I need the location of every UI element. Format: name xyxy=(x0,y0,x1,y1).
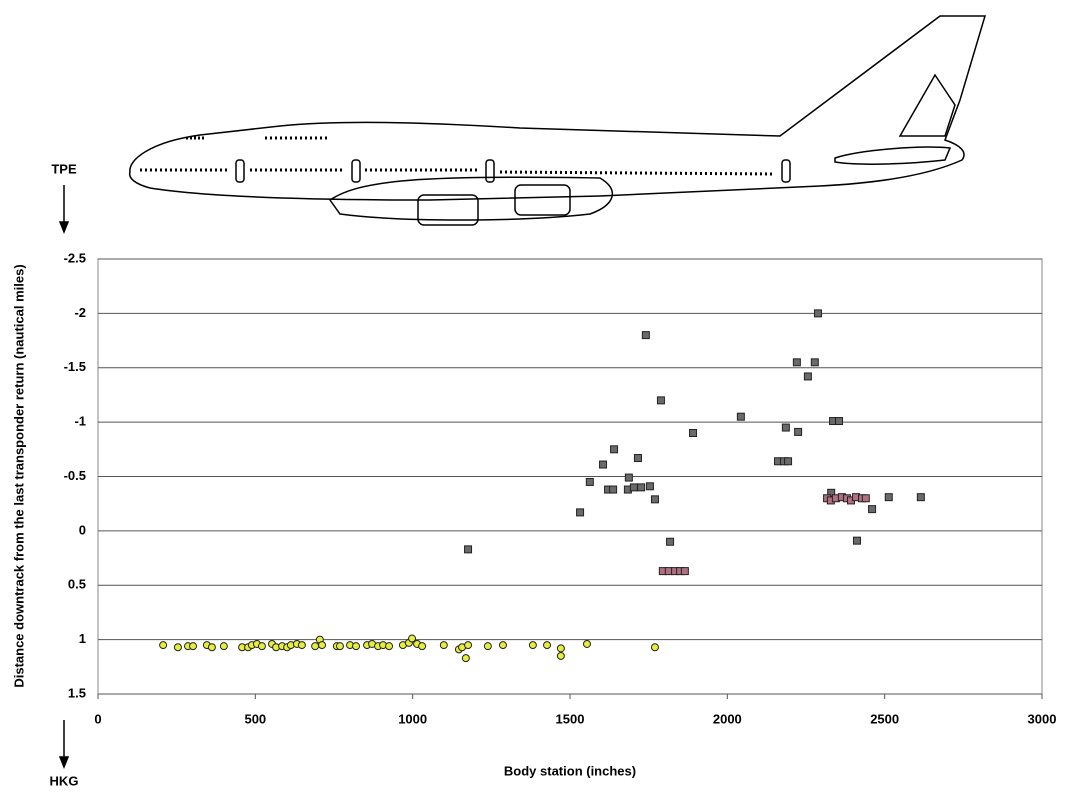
data-point xyxy=(418,642,427,651)
y-tick-label: -1 xyxy=(74,414,86,429)
data-point xyxy=(861,494,870,503)
y-tick-label: -2.5 xyxy=(64,250,86,265)
data-point xyxy=(916,493,925,502)
data-point xyxy=(645,482,654,491)
data-point xyxy=(650,643,659,652)
data-point xyxy=(794,427,803,436)
data-point xyxy=(666,537,675,546)
data-point xyxy=(813,309,822,318)
data-point xyxy=(835,417,844,426)
y-tick-label: -2 xyxy=(74,305,86,320)
airplane-drawing xyxy=(128,15,987,226)
data-point xyxy=(792,358,801,367)
data-point xyxy=(219,642,228,651)
data-point xyxy=(784,457,793,466)
y-tick-label: 1 xyxy=(79,631,86,646)
data-point xyxy=(408,634,417,643)
data-point xyxy=(585,477,594,486)
y-tick-label: 0 xyxy=(79,522,86,537)
data-point xyxy=(637,483,646,492)
y-tick-label: -0.5 xyxy=(64,468,86,483)
y-tick-label: 0.5 xyxy=(68,577,86,592)
data-point xyxy=(461,654,470,663)
x-tick-label: 2000 xyxy=(713,711,742,726)
x-tick-label: 1000 xyxy=(398,711,427,726)
data-point xyxy=(543,641,552,650)
y-axis-label: Distance downtrack from the last transpo… xyxy=(11,264,26,687)
data-point xyxy=(173,643,182,652)
data-point xyxy=(439,641,448,650)
data-point xyxy=(576,508,585,517)
data-point xyxy=(189,642,198,651)
data-point xyxy=(624,473,633,482)
data-point xyxy=(633,454,642,463)
direction-arrows xyxy=(58,185,70,770)
destination-label: HKG xyxy=(50,773,79,788)
data-point xyxy=(656,396,665,405)
data-point xyxy=(352,642,361,651)
data-point xyxy=(736,412,745,421)
origin-label: TPE xyxy=(51,161,77,176)
data-point xyxy=(781,423,790,432)
data-point xyxy=(498,641,507,650)
data-point xyxy=(868,505,877,514)
data-point xyxy=(556,651,565,660)
data-point xyxy=(556,644,565,653)
data-point xyxy=(810,358,819,367)
data-point xyxy=(159,641,168,650)
data-point xyxy=(207,643,216,652)
x-tick-label: 500 xyxy=(244,711,266,726)
x-tick-label: 2500 xyxy=(870,711,899,726)
data-point xyxy=(385,642,394,651)
data-point xyxy=(680,567,689,576)
x-tick-label: 1500 xyxy=(556,711,585,726)
data-point xyxy=(528,641,537,650)
data-point xyxy=(641,331,650,340)
data-point xyxy=(483,642,492,651)
data-point xyxy=(311,642,320,651)
data-point xyxy=(335,642,344,651)
x-tick-label: 0 xyxy=(94,711,101,726)
data-point xyxy=(464,545,473,554)
x-axis-label: Body station (inches) xyxy=(504,763,636,778)
x-tick-label: 3000 xyxy=(1028,711,1057,726)
data-point xyxy=(803,372,812,381)
data-point xyxy=(464,641,473,650)
y-tick-label: -1.5 xyxy=(64,359,86,374)
data-point xyxy=(609,485,618,494)
data-point xyxy=(297,641,306,650)
data-point xyxy=(689,429,698,437)
data-point xyxy=(650,495,659,504)
data-point xyxy=(827,488,836,497)
data-point xyxy=(610,445,619,454)
data-point xyxy=(852,536,861,545)
y-tick-label: 1.5 xyxy=(68,685,86,700)
data-point xyxy=(629,483,638,492)
data-point xyxy=(884,493,893,502)
data-point xyxy=(318,641,327,650)
plot-area: -2.5 -2 -1.5 -1 -0.5 0 0.5 1 1.5 0 500 1000 1500 2000… xyxy=(64,250,1057,726)
data-point xyxy=(599,460,608,469)
data-point xyxy=(257,642,266,651)
data-point xyxy=(582,639,591,648)
